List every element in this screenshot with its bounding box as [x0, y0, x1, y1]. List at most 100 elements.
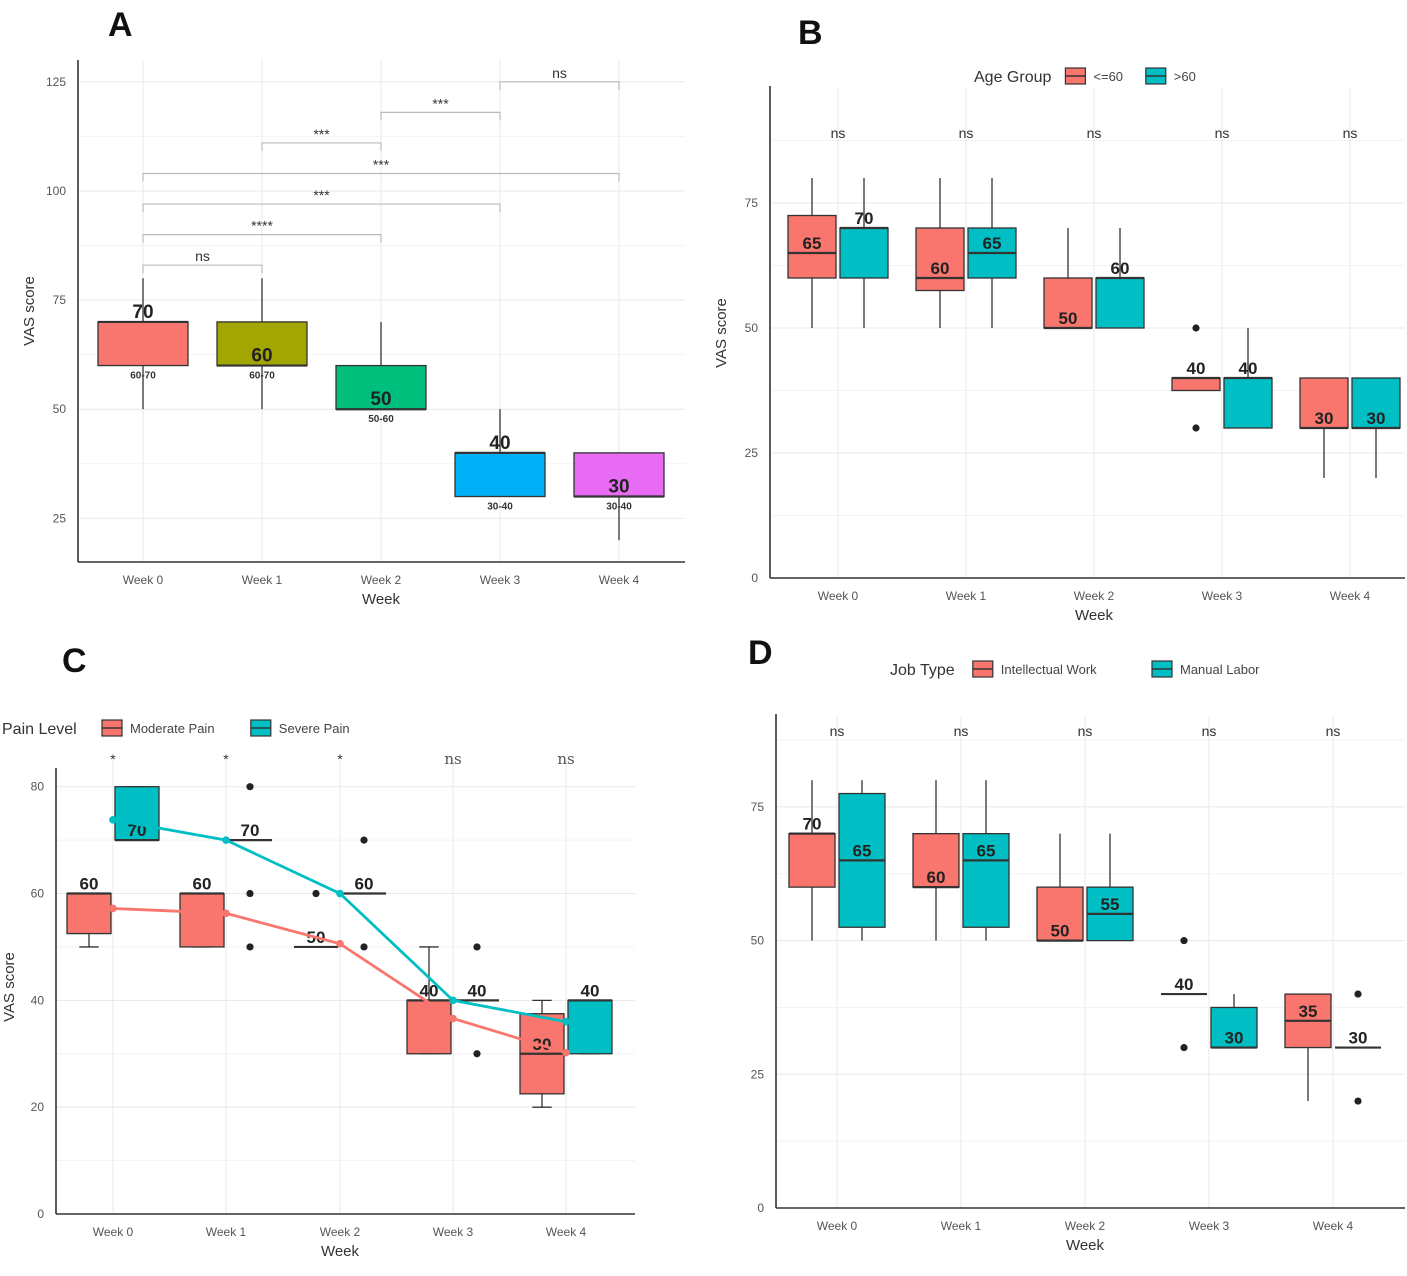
panel-a-week-2-iqr-label: 50-60 — [368, 414, 394, 425]
panel-b-y-tick-label: 75 — [745, 196, 759, 210]
panel-a-week-3-median-label: 40 — [489, 433, 510, 454]
panel-b-significance-label: ns — [1343, 125, 1358, 141]
panel-d-series-1-week-0-median-label: 65 — [853, 841, 872, 860]
panel-a-comparison-bracket — [142, 203, 501, 213]
panel-a-y-tick-label: 75 — [53, 293, 67, 307]
panel-c-mean-point — [449, 996, 457, 1005]
panel-d-series-1-week-1-median-label: 65 — [977, 841, 996, 860]
panel-a-x-tick-label: Week 2 — [361, 573, 402, 587]
panel-d-series-0-week-2-box — [1036, 886, 1084, 942]
panel-d-y-tick-label: 0 — [757, 1201, 764, 1215]
panel-d-series-1-week-1-box — [962, 833, 1010, 928]
panel-a-comparison-bracket — [380, 111, 501, 121]
panel-b-series-0-week-3-median-label: 40 — [1187, 359, 1206, 378]
panel-a-comparison-label: *** — [373, 156, 390, 172]
panel-letter-a: A — [108, 6, 133, 44]
panel-a-week-2-median-label: 50 — [370, 389, 391, 410]
panel-b-series-0-week-3-outlier-point — [1192, 424, 1200, 432]
panel-d-y-tick-label: 75 — [751, 800, 765, 814]
panel-c-series-1-week-0-box — [114, 786, 160, 841]
panel-c-mean-point — [562, 1048, 570, 1057]
panel-c-y-tick-label: 40 — [31, 993, 45, 1007]
panel-a-comparison-bracket — [142, 172, 620, 182]
panel-b-series-0-week-0-median-label: 65 — [803, 234, 822, 253]
panel-c-series-1-week-2-outlier-point — [360, 943, 368, 951]
panel-a-week-1-box — [216, 321, 308, 367]
panel-b-series-0-week-2-box — [1043, 277, 1093, 329]
panel-d-x-tick-label: Week 4 — [1313, 1219, 1354, 1233]
panel-a-x-axis-title: Week — [362, 591, 401, 608]
panel-c-series-1-week-2-outlier-point — [360, 836, 368, 844]
panel-d-significance-label: ns — [1326, 723, 1341, 739]
panel-a-week-4-box — [573, 452, 665, 498]
panel-b-legend-label-1: >60 — [1174, 69, 1196, 84]
panel-d-series-0-week-1-median-label: 60 — [927, 868, 946, 887]
panel-b-x-tick-label: Week 0 — [818, 589, 859, 603]
panel-c-series-0-week-0-median-label: 60 — [80, 875, 99, 894]
panel-c-mean-point — [222, 909, 230, 918]
panel-c-y-tick-label: 0 — [37, 1207, 44, 1221]
panel-b-series-0-week-3-outlier-point — [1192, 324, 1200, 332]
panel-d-significance-label: ns — [1078, 723, 1093, 739]
panel-c-series-1-week-1-outlier-point — [246, 783, 254, 791]
panel-d-chart: 0 25 50 75 Week 0 Week 1 Week 2 Week 3 Week 4 Wee… — [751, 660, 1405, 1254]
panel-a-x-tick-label: Week 1 — [242, 573, 283, 587]
panel-c-significance-label: ns — [444, 750, 461, 768]
panel-c-mean-point — [336, 889, 344, 898]
panel-d-series-0-week-3-outlier-point — [1180, 1043, 1188, 1052]
panel-letter-c: C — [62, 642, 87, 680]
panel-c-mean-point — [562, 1017, 570, 1026]
panel-d-series-0-week-0-box — [788, 833, 836, 888]
panel-b-significance-label: ns — [831, 125, 846, 141]
panel-d-legend-title: Job Type — [890, 662, 955, 679]
panel-c-significance-label: ns — [557, 750, 574, 768]
panel-c-y-tick-label: 60 — [31, 887, 45, 901]
panel-d-series-0-week-1-box — [912, 833, 960, 888]
panel-b-series-1-week-2-box — [1095, 277, 1145, 329]
panel-a-comparison-bracket — [261, 142, 382, 151]
panel-d-series-1-week-3-median-label: 30 — [1225, 1029, 1244, 1048]
panel-c-series-1-week-4-box — [567, 999, 613, 1055]
panel-c-x-tick-label: Week 1 — [206, 1225, 247, 1239]
panel-b-series-1-week-3-box — [1223, 377, 1273, 429]
panel-d-series-1-week-4-outlier-point — [1354, 990, 1362, 998]
panel-a-week-4-iqr-label: 30-40 — [606, 502, 632, 513]
panel-b-series-1-week-1-median-label: 65 — [983, 234, 1002, 253]
panel-c-series-1-week-3-median-label: 40 — [468, 981, 487, 1000]
panel-b-series-0-week-1-box — [915, 227, 965, 292]
panel-d-significance-label: ns — [1202, 723, 1217, 739]
panel-c-series-1-week-4-median-label: 40 — [581, 981, 600, 1000]
panel-b-series-1-week-0-median-label: 70 — [855, 209, 874, 228]
panel-a-week-1-median-label: 60 — [251, 346, 272, 367]
panel-c-legend-label-1: Severe Pain — [279, 721, 350, 736]
panel-a-y-tick-label: 50 — [53, 402, 67, 416]
panel-d-series-0-week-4-median-label: 35 — [1299, 1002, 1318, 1021]
panel-a-y-tick-label: 100 — [46, 184, 66, 198]
panel-d-series-1-week-4-outlier-point — [1354, 1097, 1362, 1105]
panel-c-series-1-week-1-outlier-point — [246, 943, 254, 951]
panel-b-x-tick-label: Week 2 — [1074, 589, 1115, 603]
panel-d-series-1-week-3-box — [1210, 1006, 1258, 1049]
panel-d-series-1-week-2-median-label: 55 — [1101, 895, 1120, 914]
panel-c-series-1-week-1-median-label: 70 — [241, 821, 260, 840]
panel-c-y-tick-label: 20 — [31, 1100, 45, 1114]
panel-c-mean-point — [222, 836, 230, 844]
panel-c-series-0-week-0-box — [66, 892, 112, 935]
panel-d-series-0-week-0-median-label: 70 — [803, 815, 822, 834]
panel-c-series-0-week-3-median-label: 40 — [420, 981, 439, 1000]
panel-c-series-1-week-3-outlier-point — [473, 1050, 481, 1058]
panel-d-x-axis-title: Week — [1066, 1237, 1105, 1254]
panel-c-series-1-week-1-outlier-point — [246, 889, 254, 898]
panel-c-mean-point — [449, 1014, 457, 1023]
panel-b-significance-label: ns — [1087, 125, 1102, 141]
panel-a-comparison-label: *** — [313, 126, 330, 142]
panel-c-series-1-week-3-outlier-point — [473, 943, 481, 951]
panel-b-significance-label: ns — [959, 125, 974, 141]
panel-a-week-0-box — [97, 321, 189, 367]
panel-d-x-tick-label: Week 1 — [941, 1219, 982, 1233]
panel-b-series-0-week-0-box — [787, 214, 837, 279]
panel-a-week-1-iqr-label: 60-70 — [249, 371, 275, 382]
panel-c-x-axis-title: Week — [321, 1243, 360, 1260]
panel-b-series-1-week-4-median-label: 30 — [1367, 409, 1386, 428]
